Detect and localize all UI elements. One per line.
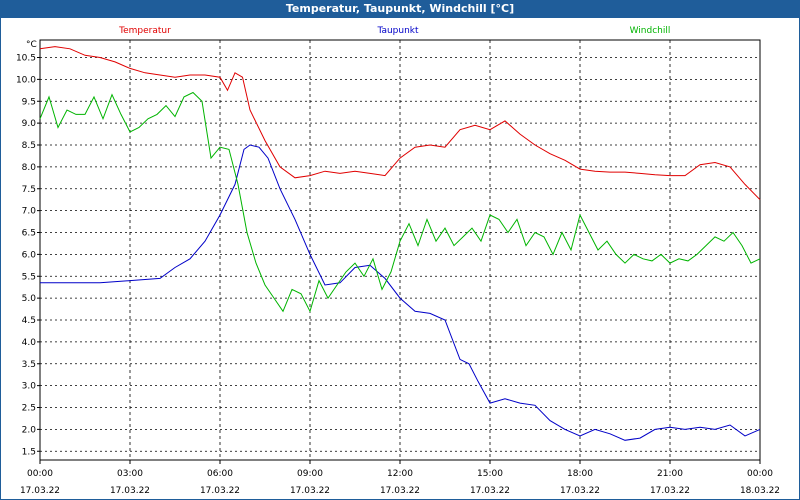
y-tick-label: 7.0 <box>22 207 37 217</box>
y-tick-label: 10.5 <box>16 54 36 64</box>
x-tick-date: 17.03.22 <box>560 486 600 496</box>
legend-entry-windchill: Windchill <box>630 26 671 36</box>
y-tick-label: 3.0 <box>22 382 37 392</box>
x-tick-date: 17.03.22 <box>380 486 420 496</box>
x-tick-date: 17.03.22 <box>20 486 60 496</box>
y-tick-label: 9.5 <box>22 97 36 107</box>
x-tick-date: 17.03.22 <box>200 486 240 496</box>
y-tick-label: 3.5 <box>22 360 36 370</box>
y-tick-label: 5.0 <box>22 294 37 304</box>
series-line-windchill <box>39 91 761 313</box>
y-tick-label: 2.0 <box>22 425 37 435</box>
x-tick-time: 15:00 <box>477 469 503 479</box>
legend-entry-temperatur: Temperatur <box>118 26 171 36</box>
y-tick-label: 9.0 <box>22 119 37 129</box>
x-tick-date: 17.03.22 <box>650 486 690 496</box>
y-tick-label: 6.5 <box>22 229 36 239</box>
chart-title: Temperatur, Taupunkt, Windchill [°C] <box>0 0 800 18</box>
x-tick-time: 18:00 <box>567 469 593 479</box>
legend-entry-taupunkt: Taupunkt <box>376 26 419 36</box>
series-line-taupunkt <box>40 144 761 441</box>
x-tick-time: 09:00 <box>297 469 323 479</box>
y-tick-label: 4.5 <box>22 316 36 326</box>
x-tick-date: 18.03.22 <box>740 486 780 496</box>
x-tick-time: 00:00 <box>27 469 53 479</box>
y-tick-label: 5.5 <box>22 272 36 282</box>
x-tick-time: 03:00 <box>117 469 143 479</box>
x-tick-time: 06:00 <box>207 469 233 479</box>
y-tick-label: 1.5 <box>22 447 36 457</box>
y-tick-label: 7.5 <box>22 185 36 195</box>
series-line-temperatur <box>39 46 761 201</box>
x-tick-time: 21:00 <box>657 469 683 479</box>
y-tick-label: 10.0 <box>16 75 36 85</box>
x-tick-time: 12:00 <box>387 469 413 479</box>
y-tick-label: 8.0 <box>22 163 37 173</box>
x-tick-date: 17.03.22 <box>290 486 330 496</box>
y-tick-label: 6.0 <box>22 250 37 260</box>
y-tick-label: 4.0 <box>22 338 37 348</box>
x-tick-date: 17.03.22 <box>110 486 150 496</box>
y-axis-label: °C <box>26 40 37 50</box>
y-tick-label: 8.5 <box>22 141 36 151</box>
y-tick-label: 2.5 <box>22 404 36 414</box>
x-tick-time: 00:00 <box>747 469 773 479</box>
x-tick-date: 17.03.22 <box>470 486 510 496</box>
